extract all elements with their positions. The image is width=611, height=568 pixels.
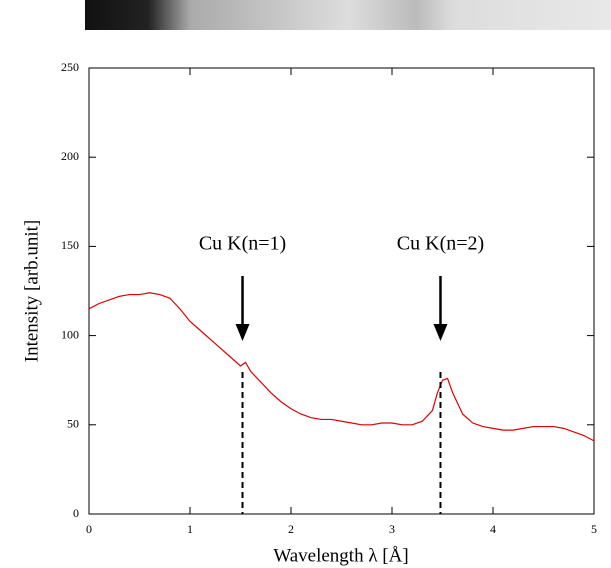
y-tick-label: 0 (73, 506, 79, 520)
arrow-head (235, 324, 250, 341)
x-axis-label: Wavelength λ [Å] (273, 545, 408, 566)
x-tick-label: 5 (591, 522, 597, 536)
y-tick-label: 150 (61, 238, 79, 252)
spectrum-strip (85, 0, 611, 30)
x-tick-label: 1 (187, 522, 193, 536)
arrow-head (433, 324, 448, 341)
plot-frame (88, 67, 595, 515)
x-tick-label: 2 (288, 522, 294, 536)
annotation-label: Cu K(n=2) (397, 233, 484, 255)
data-line (88, 292, 595, 442)
y-tick-label: 250 (61, 60, 79, 74)
x-tick-label: 3 (389, 522, 395, 536)
y-tick-label: 200 (61, 149, 79, 163)
annotation-label: Cu K(n=1) (199, 233, 286, 255)
x-tick-label: 4 (490, 522, 496, 536)
y-axis-label: Intensity [arb.unit] (21, 220, 42, 362)
y-tick-label: 100 (61, 327, 79, 341)
y-tick-label: 50 (67, 417, 79, 431)
x-tick-label: 0 (86, 522, 92, 536)
